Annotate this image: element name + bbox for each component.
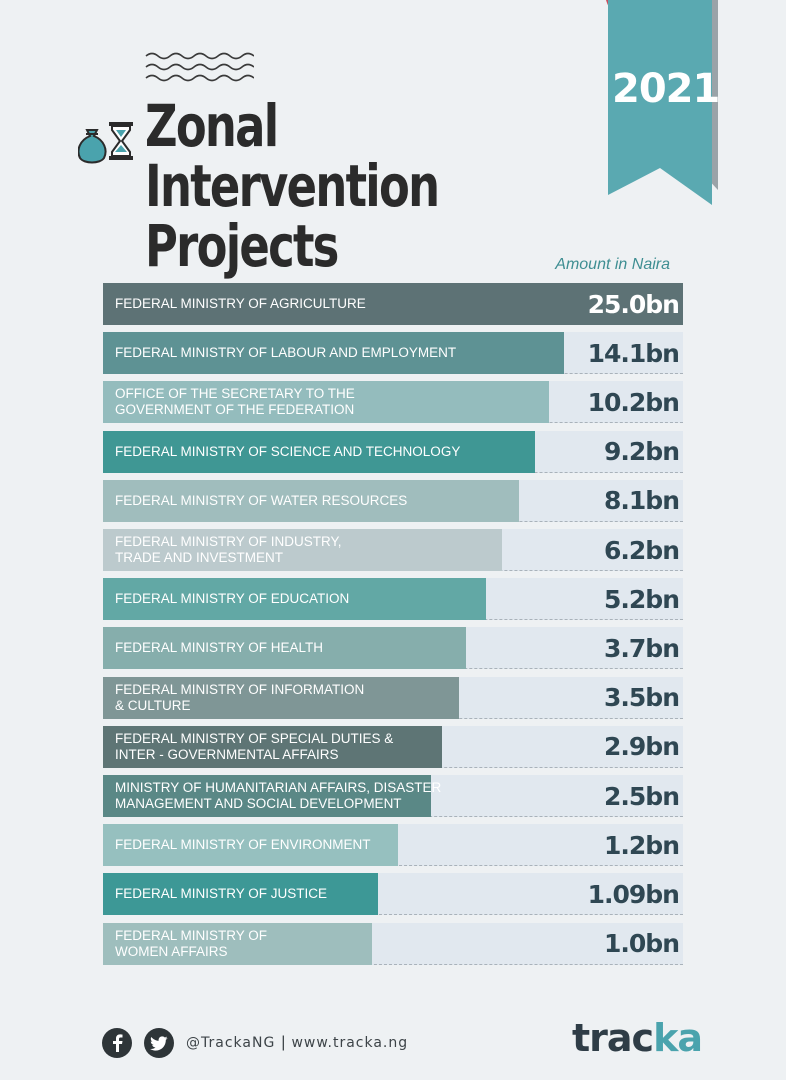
bar-category-label: FEDERAL MINISTRY OF SCIENCE AND TECHNOLO… xyxy=(115,443,461,459)
bar-category-label: FEDERAL MINISTRY OF EDUCATION xyxy=(115,591,350,607)
bar-row: FEDERAL MINISTRY OF INFORMATION & CULTUR… xyxy=(103,676,683,719)
tracka-logo[interactable]: tracka xyxy=(572,1016,703,1060)
bar xyxy=(103,725,442,768)
money-bag-hourglass-icon xyxy=(78,122,133,164)
bar-category-label: FEDERAL MINISTRY OF WOMEN AFFAIRS xyxy=(115,927,268,959)
bar-category-label: OFFICE OF THE SECRETARY TO THE GOVERNMEN… xyxy=(115,386,355,418)
bar-value-label: 25.0bn xyxy=(587,289,680,319)
footer-separator: | xyxy=(281,1034,286,1051)
bar-value-label: 5.2bn xyxy=(604,584,680,614)
bar-category-label: FEDERAL MINISTRY OF WATER RESOURCES xyxy=(115,492,408,508)
bar-value-label: 3.7bn xyxy=(604,633,680,663)
bar xyxy=(103,529,502,571)
twitter-icon[interactable] xyxy=(144,1028,174,1058)
title-line-2: Projects xyxy=(145,212,339,280)
bar-category-label: FEDERAL MINISTRY OF HEALTH xyxy=(115,640,324,656)
page-title: Zonal Intervention Projects xyxy=(145,96,523,276)
bar-row: FEDERAL MINISTRY OF ENVIRONMENT 1.2bn xyxy=(103,824,683,867)
bar-row: FEDERAL MINISTRY OF JUSTICE 1.09bn xyxy=(103,873,683,916)
bar-row: FEDERAL MINISTRY OF WOMEN AFFAIRS 1.0bn xyxy=(103,922,683,965)
footer-social: @TrackaNG | www.tracka.ng xyxy=(102,1027,408,1059)
bar xyxy=(103,775,431,817)
bar-value-label: 1.0bn xyxy=(604,929,680,959)
logo-part-2: ka xyxy=(653,1016,703,1060)
facebook-icon[interactable] xyxy=(102,1028,132,1058)
bar-row: FEDERAL MINISTRY OF HEALTH 3.7bn xyxy=(103,627,683,670)
title-line-1: Zonal Intervention xyxy=(145,92,440,220)
bar-row: FEDERAL MINISTRY OF EDUCATION 5.2bn xyxy=(103,578,683,621)
bar xyxy=(103,824,398,867)
bar xyxy=(103,922,372,965)
bar-category-label: FEDERAL MINISTRY OF INFORMATION & CULTUR… xyxy=(115,681,365,713)
year-label: 2021 xyxy=(612,66,720,112)
bar-category-label: FEDERAL MINISTRY OF SPECIAL DUTIES & INT… xyxy=(115,730,394,762)
bar xyxy=(103,332,564,375)
bar xyxy=(103,627,466,670)
bar-value-label: 1.2bn xyxy=(604,830,680,860)
twitter-handle[interactable]: @TrackaNG xyxy=(186,1035,276,1051)
year-ribbon xyxy=(606,0,718,205)
bar-row: FEDERAL MINISTRY OF SPECIAL DUTIES & INT… xyxy=(103,725,683,768)
bar xyxy=(103,578,486,621)
bar-row: FEDERAL MINISTRY OF WATER RESOURCES 8.1bn xyxy=(103,479,683,522)
bar-value-label: 2.5bn xyxy=(604,781,680,811)
bar-row: FEDERAL MINISTRY OF INDUSTRY, TRADE AND … xyxy=(103,529,683,571)
bar-value-label: 1.09bn xyxy=(587,879,680,909)
bar xyxy=(103,381,549,424)
bar-category-label: FEDERAL MINISTRY OF AGRICULTURE xyxy=(115,296,366,311)
bar-row: FEDERAL MINISTRY OF LABOUR AND EMPLOYMEN… xyxy=(103,332,683,375)
bar xyxy=(103,430,535,473)
bar xyxy=(103,873,378,916)
bar-category-label: FEDERAL MINISTRY OF JUSTICE xyxy=(115,886,328,902)
bar-row: FEDERAL MINISTRY OF AGRICULTURE 25.0bn xyxy=(103,283,683,325)
bar-value-label: 14.1bn xyxy=(587,338,680,368)
bar-value-label: 3.5bn xyxy=(604,683,680,713)
bar-category-label: MINISTRY OF HUMANITARIAN AFFAIRS, DISAST… xyxy=(115,780,442,811)
logo-part-1: trac xyxy=(572,1016,654,1060)
bar-category-label: FEDERAL MINISTRY OF INDUSTRY, TRADE AND … xyxy=(115,534,342,565)
wave-decoration xyxy=(145,52,254,82)
bar-category-label: FEDERAL MINISTRY OF LABOUR AND EMPLOYMEN… xyxy=(115,345,457,361)
bar-value-label: 8.1bn xyxy=(604,486,680,516)
bar xyxy=(103,676,459,719)
bar-value-label: 10.2bn xyxy=(587,387,680,417)
unit-note: Amount in Naira xyxy=(555,256,670,273)
bar-row: MINISTRY OF HUMANITARIAN AFFAIRS, DISAST… xyxy=(103,775,683,817)
bar-value-label: 2.9bn xyxy=(604,732,680,762)
bar xyxy=(103,283,683,325)
bar-value-label: 6.2bn xyxy=(604,535,680,565)
bar-value-label: 9.2bn xyxy=(604,437,680,467)
bar-category-label: FEDERAL MINISTRY OF ENVIRONMENT xyxy=(115,837,371,853)
bar-row: FEDERAL MINISTRY OF SCIENCE AND TECHNOLO… xyxy=(103,430,683,473)
bar xyxy=(103,479,519,522)
bar-row: OFFICE OF THE SECRETARY TO THE GOVERNMEN… xyxy=(103,381,683,424)
website-link[interactable]: www.tracka.ng xyxy=(291,1035,409,1051)
